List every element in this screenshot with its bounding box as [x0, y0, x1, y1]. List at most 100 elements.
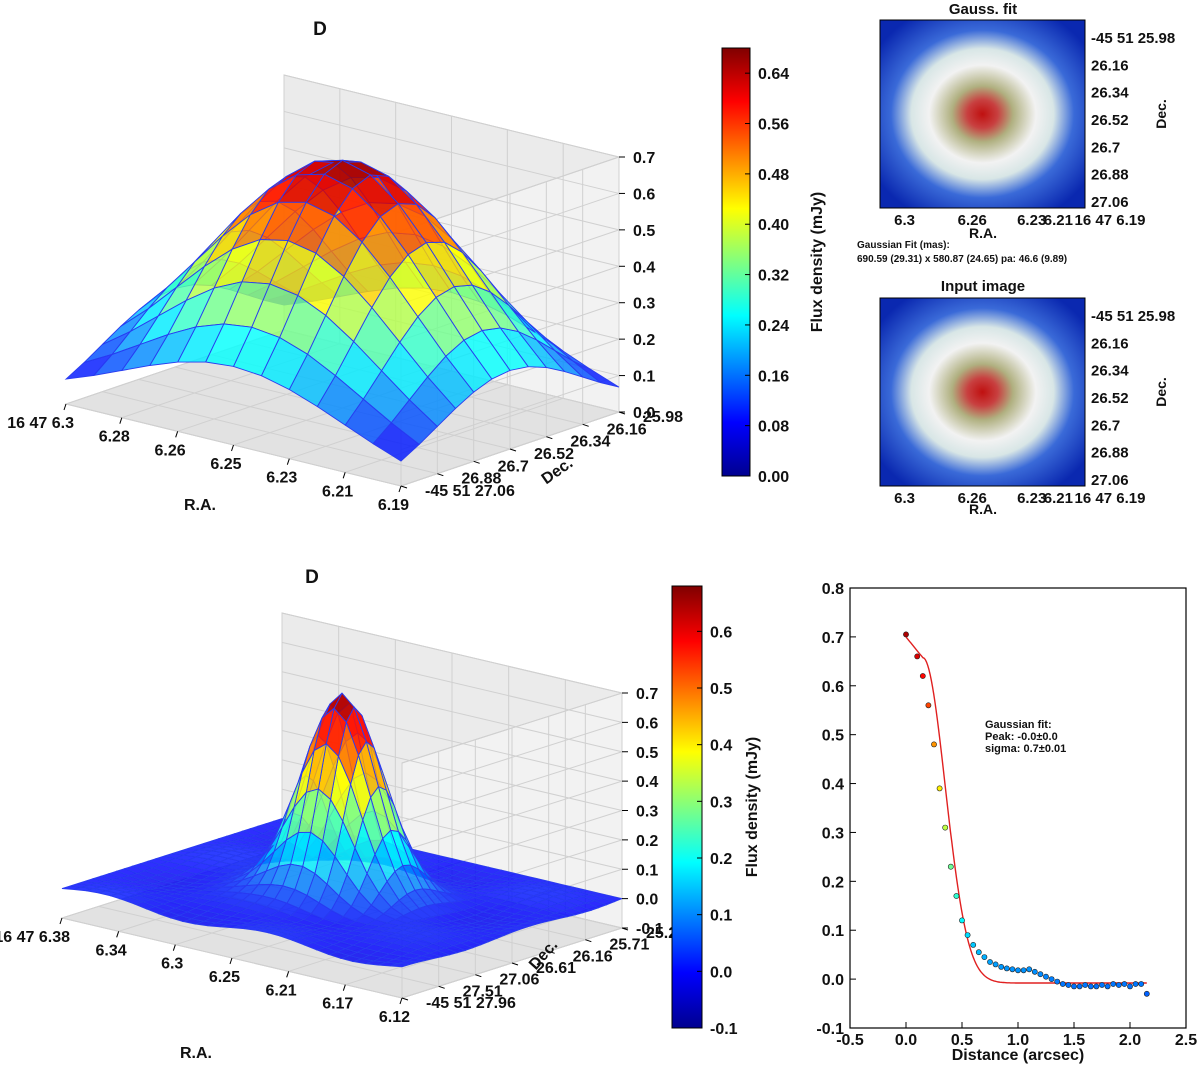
colorbar-tick-label: 0.32 — [758, 268, 789, 285]
profile-point — [1043, 973, 1049, 980]
pane-gridline — [400, 156, 620, 232]
profile-point — [1071, 983, 1077, 990]
colorbar-tick-label: 0.56 — [758, 117, 789, 134]
profile-point — [1003, 965, 1010, 972]
dec-tick-mark — [437, 473, 444, 477]
profile-point — [947, 863, 954, 870]
ra-tick-mark — [175, 431, 179, 438]
radial-profile-x-ticks: -0.5 0.0 0.5 1.0 1.5 2.0 2.5 — [836, 1022, 1197, 1049]
colorbar-tick-label: 0.1 — [710, 908, 732, 925]
dec-tick-label: -45 51 25.98 — [1091, 30, 1175, 47]
input-image-panel: Input image 6.3 6.26 6.236.21 16 47 6.19 -4… — [879, 278, 1175, 517]
flux-tick-label: 0.7 — [636, 686, 658, 703]
gauss-fit-heatmap — [879, 19, 1086, 209]
y-tick-label: 0.1 — [822, 923, 844, 940]
gauss-fit-dec-ticks: -45 51 25.98 26.16 26.34 26.52 26.7 26.88 27.0… — [1091, 30, 1175, 211]
dec-tick-label: 27.51 — [463, 983, 503, 1000]
dec-tick-label: -45 51 27.06 — [425, 483, 515, 500]
ra-tick-mark — [229, 957, 233, 965]
ra-tick-mark — [172, 944, 176, 951]
surface-bottom-ra-ticks: 16 47 6.38 6.34 6.3 6.25 6.21 6.17 6.12 — [0, 917, 410, 1026]
profile-point — [942, 824, 949, 831]
colorbar-tick-label: 0.64 — [758, 66, 789, 83]
flux-tick-label: 0.0 — [633, 405, 655, 422]
profile-point — [987, 959, 993, 965]
profile-point — [1121, 981, 1128, 987]
y-tick-label: 0.6 — [822, 679, 844, 696]
ra-tick-label: 16 47 6.19 — [1075, 212, 1146, 229]
profile-point — [1127, 983, 1133, 990]
colorbar-tick-label: -0.1 — [710, 1021, 738, 1038]
ra-tick-label: 6.21 — [1044, 490, 1073, 507]
surface-face — [64, 353, 114, 380]
colorbar-bottom-label: Flux density (mJy) — [744, 737, 761, 877]
y-tick-label: 0.8 — [822, 581, 844, 598]
dec-tick-label: 26.16 — [607, 421, 647, 438]
dec-tick-label: 27.06 — [1091, 472, 1129, 489]
input-image-dec-label: Dec. — [1153, 377, 1169, 407]
dec-tick-mark — [473, 460, 480, 464]
ra-tick-label: 6.23 — [1017, 490, 1046, 507]
dec-tick-mark — [438, 985, 445, 989]
y-tick-label: 0.4 — [822, 777, 844, 794]
dec-tick-label: 27.06 — [1091, 194, 1129, 211]
ra-tick-label: 6.3 — [161, 956, 183, 973]
flux-tick-label: 0.6 — [633, 186, 655, 203]
pane-gridline — [401, 721, 623, 793]
dec-tick-label: 26.88 — [1091, 167, 1129, 184]
ra-tick-label: 6.21 — [1044, 212, 1073, 229]
surface-top-title: D — [313, 19, 327, 40]
profile-point — [1037, 971, 1044, 978]
ra-tick-label: 6.23 — [266, 470, 297, 487]
ra-tick-mark — [342, 472, 346, 479]
colorbar-tick-label: 0.40 — [758, 217, 789, 234]
pane-gridline — [401, 780, 623, 852]
profile-point — [1076, 983, 1083, 990]
ra-tick-label: 16 47 6.38 — [0, 929, 70, 946]
dec-tick-label: 26.7 — [498, 458, 529, 475]
surface-top-flux-ticks: 0.0 0.1 0.2 0.3 0.4 0.5 0.6 0.7 — [619, 150, 655, 422]
profile-point — [1087, 983, 1094, 990]
ra-tick-label: 6.17 — [322, 996, 353, 1013]
colorbar-tick-label: 0.00 — [758, 469, 789, 486]
flux-tick-label: 0.5 — [633, 223, 655, 240]
profile-point — [1054, 978, 1061, 985]
dec-tick-mark — [585, 939, 592, 943]
radial-profile-x-label: Distance (arcsec) — [952, 1047, 1085, 1064]
colorbar-top-ticks: 0.00 0.08 0.16 0.24 0.32 0.40 0.48 0.56 0.64 — [745, 66, 789, 486]
ra-tick-label: 16 47 6.19 — [1075, 490, 1146, 507]
profile-point — [1015, 967, 1021, 974]
profile-point — [1031, 968, 1038, 975]
colorbar-top-gradient — [721, 47, 751, 477]
radial-profile-y-ticks: -0.1 0.0 0.1 0.2 0.3 0.4 0.5 0.6 0.7 0.8 — [816, 581, 856, 1038]
flux-tick-label: 0.3 — [633, 296, 655, 313]
flux-tick-label: 0.2 — [636, 833, 658, 850]
profile-point — [1115, 982, 1122, 988]
flux-tick-label: 0.3 — [636, 804, 658, 821]
flux-tick-label: 0.1 — [633, 369, 655, 386]
dec-tick-label: 26.88 — [461, 471, 501, 488]
profile-point — [1132, 981, 1139, 987]
radial-profile-plot: -0.5 0.0 0.5 1.0 1.5 2.0 2.5 -0.1 0.0 0.1 0.2 0.3 0… — [816, 581, 1197, 1064]
ra-tick-mark — [63, 403, 67, 411]
input-image-ra-ticks: 6.3 6.26 6.236.21 16 47 6.19 — [894, 490, 1145, 507]
dec-tick-mark — [400, 485, 408, 489]
profile-point — [964, 932, 971, 938]
profile-point — [1009, 966, 1016, 973]
dec-tick-mark — [582, 423, 589, 427]
profile-point — [1048, 976, 1055, 982]
ra-tick-mark — [119, 417, 123, 424]
dec-tick-label: 27.06 — [499, 972, 539, 989]
ra-tick-label: 6.3 — [894, 212, 915, 229]
dec-tick-label: 26.16 — [1091, 335, 1129, 352]
profile-point — [914, 653, 921, 660]
gauss-fit-title: Gauss. fit — [949, 1, 1017, 18]
pane-gridline — [281, 641, 623, 723]
colorbar-tick-label: 0.5 — [710, 681, 732, 698]
radial-profile-frame — [849, 587, 1187, 1029]
colorbar-bottom-ticks: -0.1 0.0 0.1 0.2 0.3 0.4 0.5 0.6 — [697, 624, 738, 1038]
y-tick-label: -0.1 — [816, 1021, 844, 1038]
colorbar-tick-label: 0.08 — [758, 419, 789, 436]
